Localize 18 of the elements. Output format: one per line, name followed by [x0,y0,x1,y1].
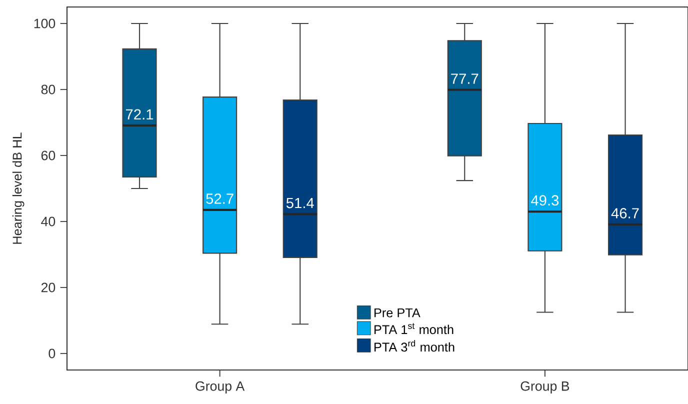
text: 51.4 [286,198,314,208]
text: 72.1 [126,109,154,120]
text: 46.7 [611,208,639,218]
y-axis-title: Hearing level dB HL [12,132,24,244]
y-tick-label: 40 [41,216,56,226]
legend-label: PTA 3$^{rd}$ month [374,340,454,352]
legend-label: PTA 1$^{st}$ month [374,323,454,334]
x-tick-label: Group B [520,381,570,394]
y-tick-label: 20 [41,282,56,292]
y-tick-label: 0 [48,348,56,358]
legend-label: Pre PTA [374,308,420,318]
y-tick-label: 80 [41,84,56,94]
y-tick-label: 60 [41,150,56,160]
x-tick-label: Group A [196,381,245,394]
text: 52.7 [206,194,234,204]
text: 77.7 [451,74,478,84]
text: 49.3 [531,195,559,206]
y-tick-label: 100 [34,18,56,28]
